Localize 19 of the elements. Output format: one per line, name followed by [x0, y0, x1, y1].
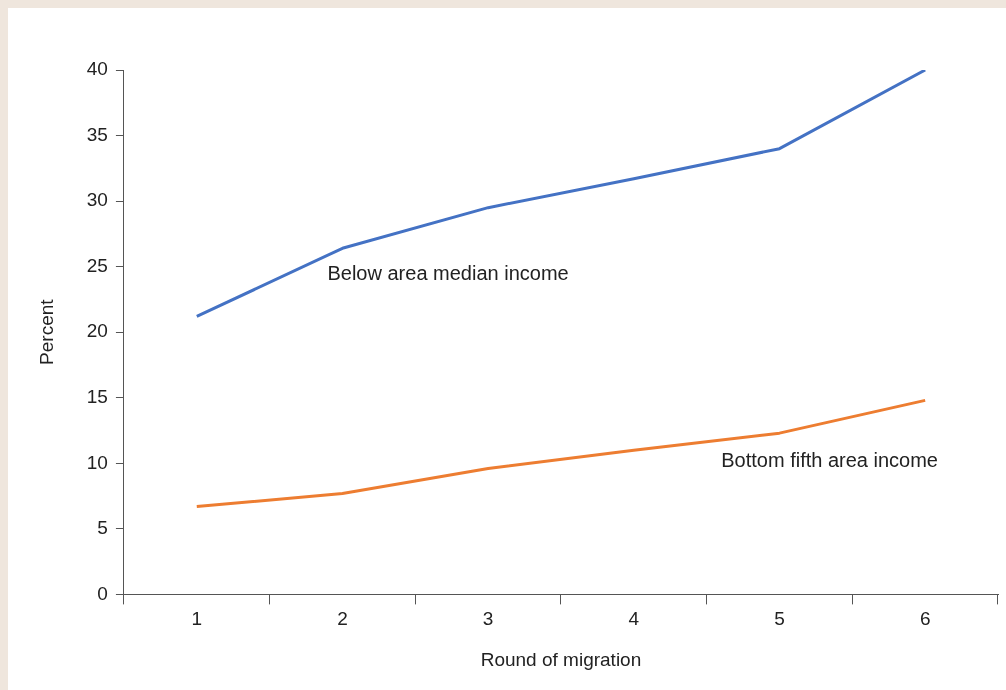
y-tick-label: 25	[86, 254, 108, 276]
x-tick-label: 5	[774, 608, 785, 630]
x-tick-label: 2	[337, 608, 348, 630]
y-tick-label: 35	[86, 123, 108, 145]
y-tick-label: 40	[86, 58, 108, 80]
x-tick-label: 6	[919, 608, 931, 630]
y-tick-label: 0	[97, 582, 108, 604]
y-tick-label: 5	[97, 517, 108, 539]
series-label: Below area median income	[327, 261, 569, 284]
y-tick-label: 15	[86, 385, 108, 407]
y-tick-label: 10	[86, 451, 108, 473]
x-tick-label: 1	[191, 608, 203, 630]
x-tick-label: 3	[482, 608, 494, 630]
y-axis-title: Percent	[35, 298, 57, 365]
x-tick-label: 4	[628, 608, 640, 630]
x-axis-title: Round of migration	[480, 648, 642, 670]
series-label: Bottom fifth area income	[721, 449, 938, 472]
y-tick-label: 20	[86, 320, 108, 342]
y-tick-label: 30	[86, 189, 108, 211]
